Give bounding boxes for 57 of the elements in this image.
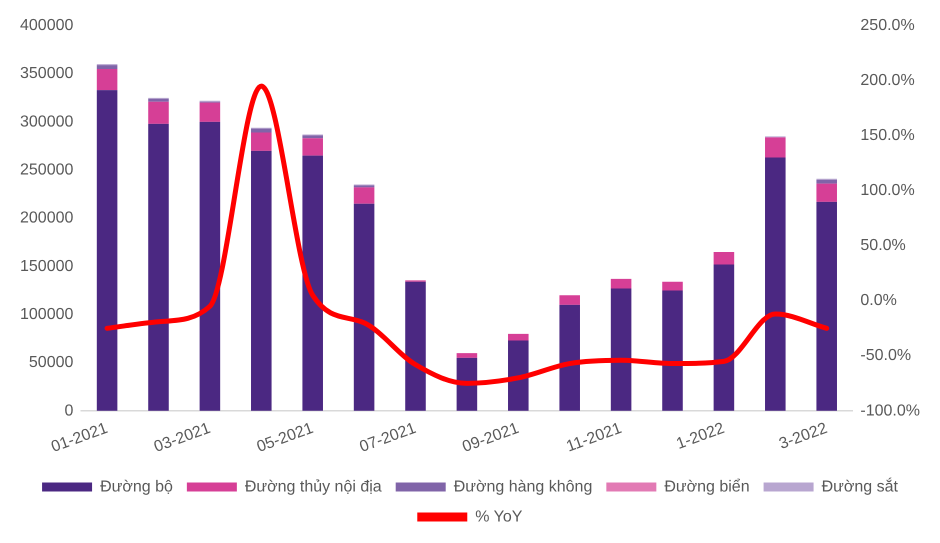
y-tick-label: 50000 [28, 354, 74, 372]
bar [200, 122, 220, 411]
y2-tick-label: 250.0% [860, 17, 915, 34]
bar [816, 202, 837, 411]
bar [405, 282, 426, 411]
bar [508, 340, 529, 411]
y2-tick-label: -50.0% [860, 347, 912, 364]
bar [200, 102, 220, 122]
bar [662, 282, 683, 290]
bar [610, 288, 632, 411]
bar [251, 128, 272, 133]
y-tick-label: 200000 [20, 210, 74, 227]
bar [765, 137, 786, 158]
y-tick-label: 250000 [20, 161, 74, 178]
y2-tick-label: 200.0% [860, 72, 915, 90]
bar [148, 102, 169, 124]
legend-label: % YoY [475, 508, 523, 526]
bar [508, 334, 529, 341]
y2-tick-label: -100.0% [860, 402, 920, 420]
y-tick-label: 300000 [20, 113, 74, 130]
legend-label: Đường sắt [822, 477, 898, 496]
bar [559, 295, 580, 305]
y2-tick-label: 0.0% [860, 292, 897, 310]
legend-label: Đường bộ [100, 478, 173, 496]
y-tick-label: 150000 [20, 258, 74, 275]
bar [302, 135, 323, 138]
bar [765, 158, 786, 411]
bar [662, 290, 683, 411]
bar [302, 156, 323, 411]
bar [610, 278, 632, 289]
bar [354, 187, 374, 204]
y-tick-label: 400000 [20, 17, 74, 34]
bar [148, 124, 169, 411]
bar [714, 252, 734, 264]
bar [816, 180, 837, 184]
bar [96, 68, 118, 90]
y2-tick-label: 150.0% [860, 127, 915, 144]
bar [96, 90, 118, 411]
bar [714, 264, 734, 411]
bar [816, 184, 837, 202]
bar [302, 138, 323, 156]
legend-label: Đường thủy nội địa [244, 478, 382, 496]
x-tick-label: 3-2022 [776, 420, 830, 453]
y2-tick-label: 100.0% [860, 182, 915, 200]
legend-label: Đường biển [664, 478, 750, 496]
bar [96, 65, 118, 69]
bar [354, 204, 374, 411]
bar [456, 353, 478, 358]
bar [251, 132, 272, 151]
bar [559, 304, 580, 411]
y-tick-label: 0 [64, 402, 74, 420]
legend-label: Đường hàng không [454, 478, 592, 496]
y2-tick-label: 50.0% [860, 237, 906, 254]
y-tick-label: 100000 [20, 306, 74, 323]
x-tick-label: 1-2022 [674, 420, 727, 453]
y-tick-label: 350000 [20, 65, 74, 82]
bar [251, 150, 272, 411]
